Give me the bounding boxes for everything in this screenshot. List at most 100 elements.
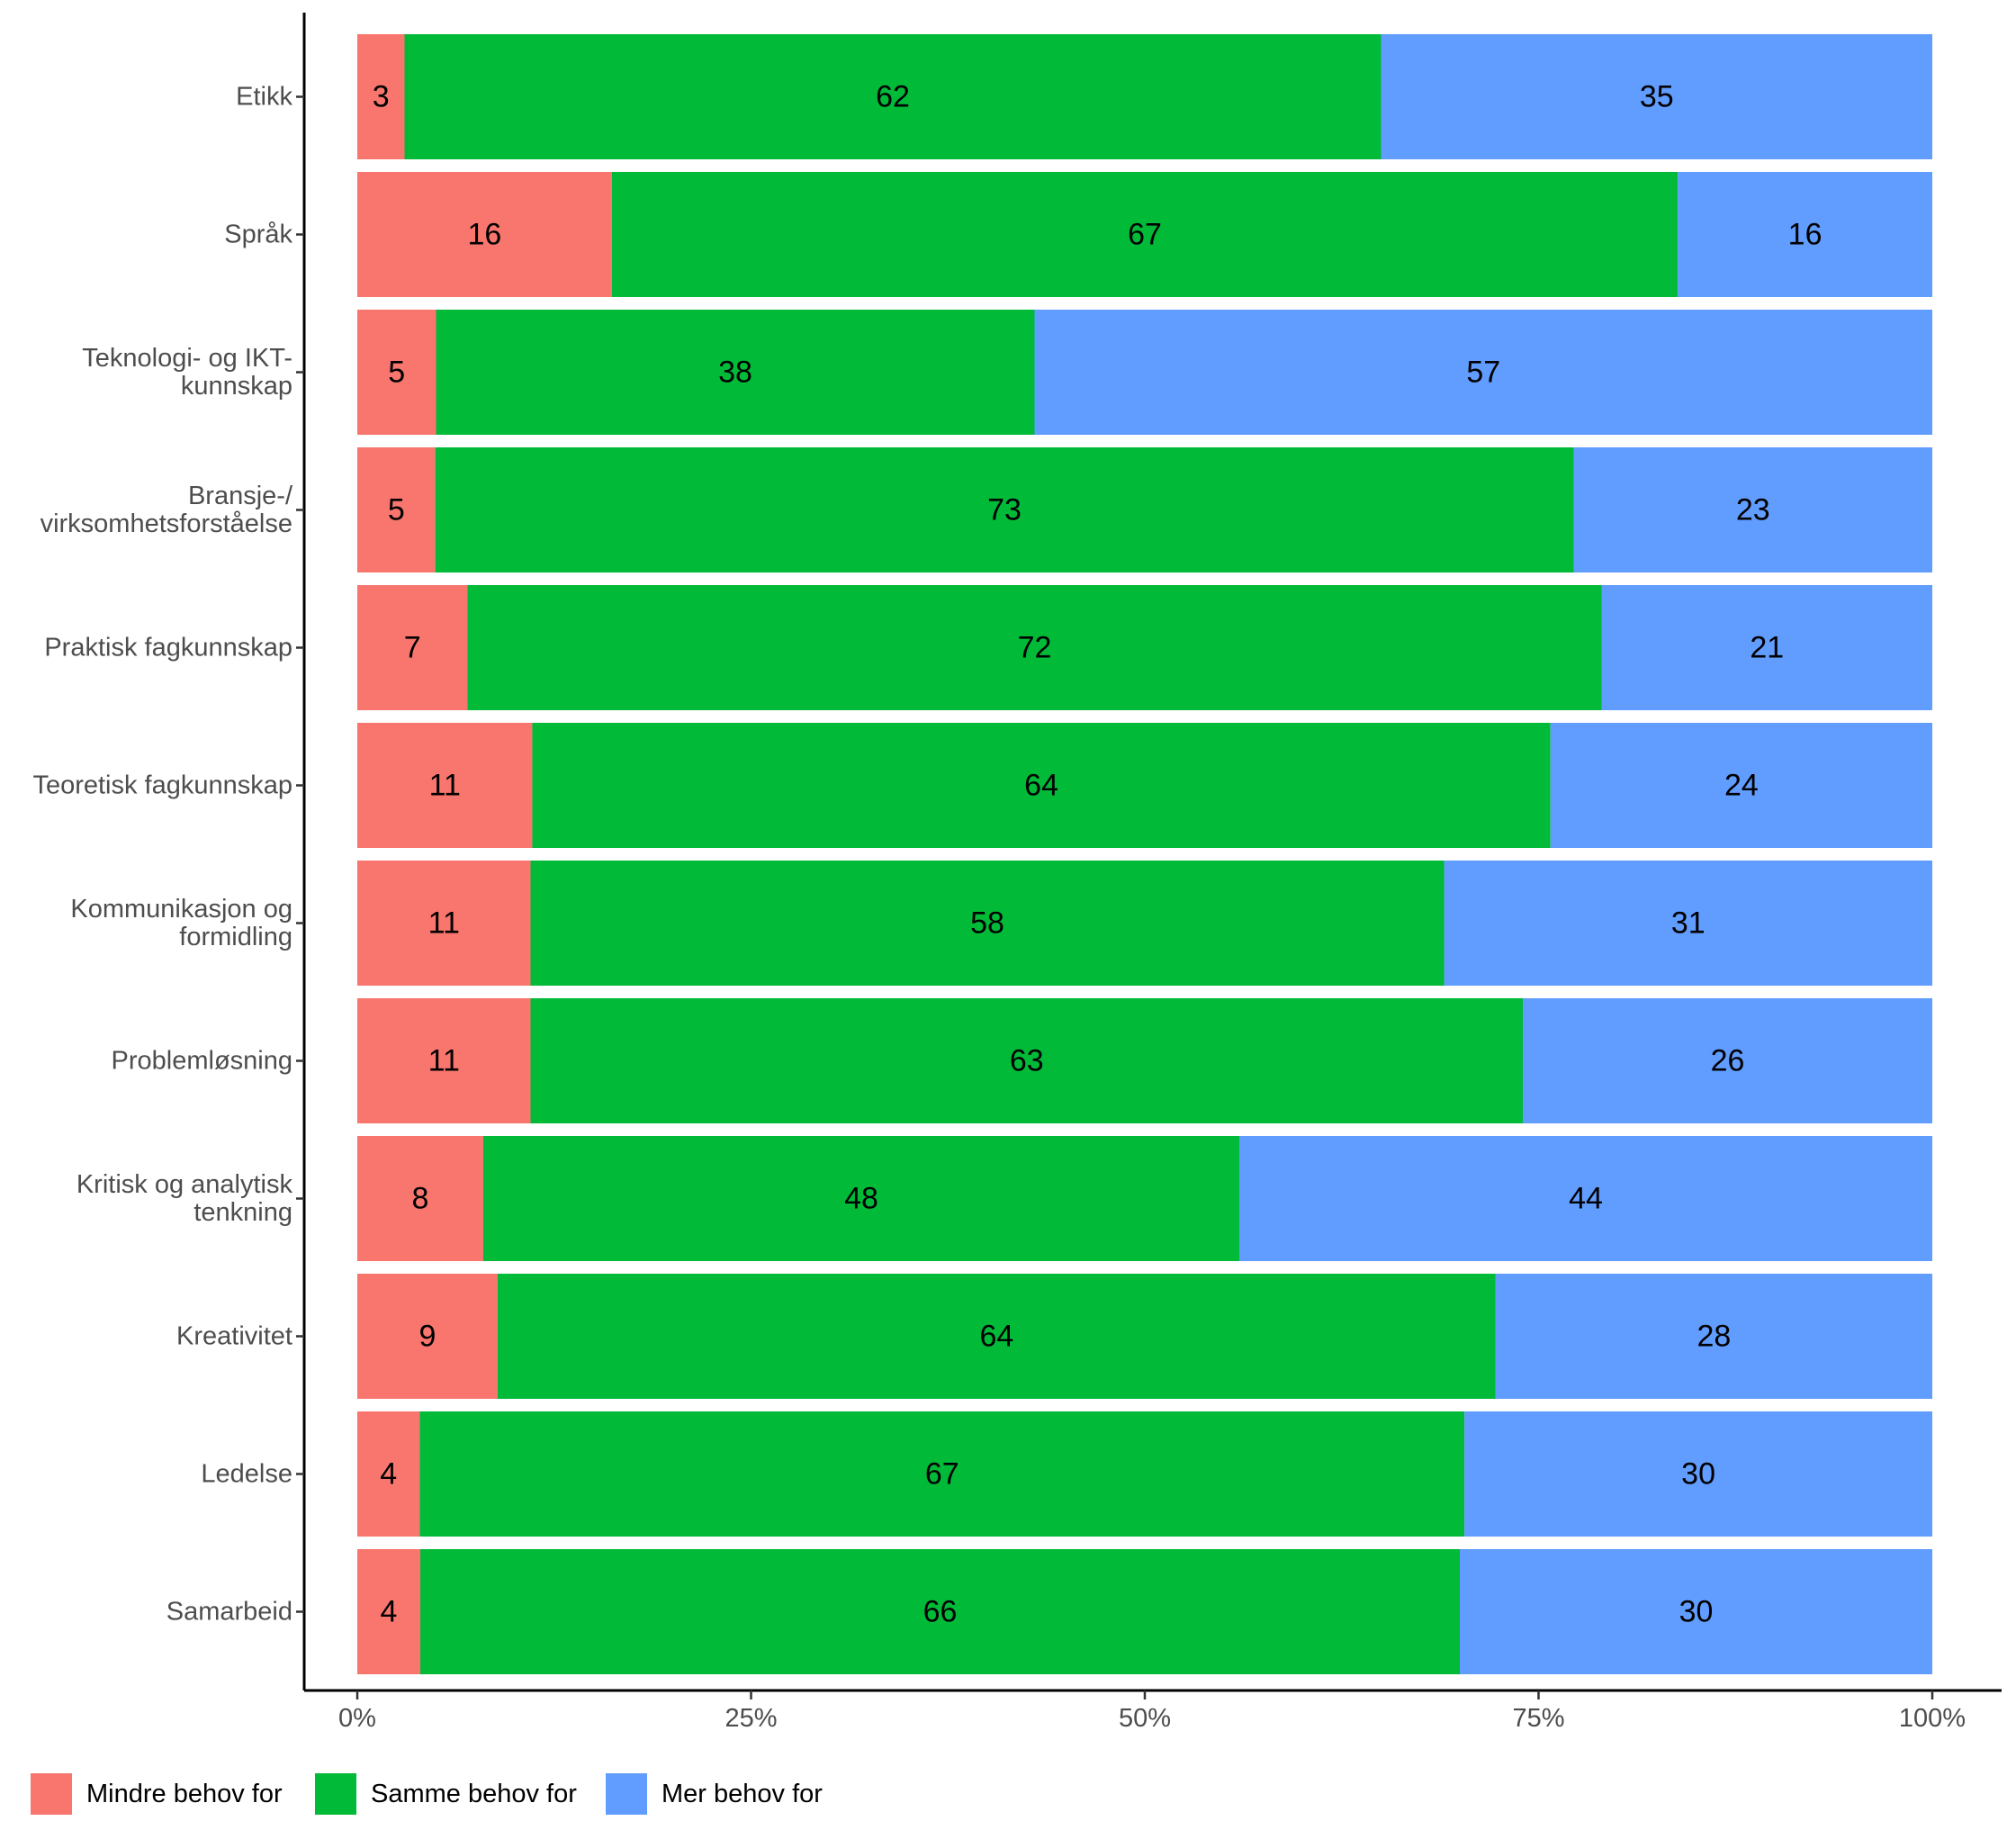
bar-segment-1-row-11 bbox=[357, 1411, 420, 1537]
data-label: 21 bbox=[1750, 631, 1784, 665]
category-label: Etikk bbox=[236, 83, 292, 112]
bar-segment-1-row-5 bbox=[357, 585, 468, 710]
segment-labels-layer: 3 62 35 16 67 16 5 38 57 5 73 23 7 72 21 11 64 24 11 58 31 11… bbox=[373, 80, 1822, 1629]
data-label: 7 bbox=[404, 631, 421, 665]
bar-segment-3-row-5 bbox=[1601, 585, 1932, 710]
bar-segment-1-row-9 bbox=[357, 1136, 483, 1261]
data-label: 35 bbox=[1640, 80, 1674, 114]
data-label: 67 bbox=[1128, 218, 1162, 252]
bar-segment-2-row-6 bbox=[532, 723, 1551, 848]
bar-segment-2-row-1 bbox=[404, 34, 1382, 159]
data-label: 5 bbox=[388, 356, 405, 390]
data-label: 64 bbox=[1024, 769, 1058, 803]
bar-segment-1-row-3 bbox=[357, 310, 436, 435]
data-label: 24 bbox=[1724, 769, 1759, 803]
bar-segment-3-row-8 bbox=[1523, 998, 1932, 1123]
bar-segment-1-row-12 bbox=[357, 1549, 420, 1674]
data-label: 11 bbox=[428, 906, 460, 941]
x-tick-label: 25% bbox=[724, 1704, 777, 1733]
bar-segment-3-row-2 bbox=[1678, 172, 1932, 297]
x-tick-label: 0% bbox=[338, 1704, 376, 1733]
data-label: 67 bbox=[925, 1457, 959, 1492]
category-label: Praktisk fagkunnskap bbox=[44, 634, 292, 663]
category-label: Kritisk og analytisk tenkning bbox=[76, 1170, 293, 1227]
bar-segment-1-row-6 bbox=[357, 723, 533, 848]
data-label: 4 bbox=[381, 1595, 398, 1629]
legend-swatch bbox=[606, 1773, 647, 1815]
bar-segment-1-row-2 bbox=[357, 172, 612, 297]
x-tick-label: 50% bbox=[1119, 1704, 1171, 1733]
bar-segment-3-row-10 bbox=[1495, 1274, 1932, 1399]
data-label: 16 bbox=[1788, 218, 1822, 252]
data-label: 30 bbox=[1679, 1595, 1714, 1629]
bars-layer bbox=[357, 34, 1932, 1674]
data-label: 63 bbox=[1010, 1044, 1044, 1078]
bar-segment-2-row-2 bbox=[611, 172, 1678, 297]
bar-segment-3-row-12 bbox=[1460, 1549, 1932, 1674]
data-label: 3 bbox=[373, 80, 390, 114]
x-tick-label: 75% bbox=[1512, 1704, 1564, 1733]
bar-segment-2-row-11 bbox=[419, 1411, 1465, 1537]
bar-segment-1-row-10 bbox=[357, 1274, 498, 1399]
bar-segment-2-row-5 bbox=[467, 585, 1602, 710]
bar-segment-1-row-7 bbox=[357, 861, 531, 986]
data-label: 44 bbox=[1569, 1182, 1603, 1216]
bar-segment-3-row-1 bbox=[1381, 34, 1932, 159]
data-label: 48 bbox=[844, 1182, 878, 1216]
bar-segment-3-row-11 bbox=[1464, 1411, 1932, 1537]
axes-layer bbox=[296, 13, 2002, 1692]
category-label: Bransje-/virksomhetsforståelse bbox=[40, 482, 293, 538]
bar-segment-3-row-4 bbox=[1573, 447, 1932, 572]
category-label: Problemløsning bbox=[112, 1047, 292, 1076]
x-tick-label: 100% bbox=[1899, 1704, 1966, 1733]
data-label: 28 bbox=[1697, 1320, 1732, 1354]
bar-segment-2-row-3 bbox=[436, 310, 1035, 435]
data-label: 9 bbox=[419, 1320, 436, 1354]
legend: Mindre behov for Samme behov for Mer behov… bbox=[31, 1773, 823, 1815]
bar-segment-3-row-6 bbox=[1550, 723, 1932, 848]
legend-swatch bbox=[315, 1773, 356, 1815]
bar-segment-2-row-12 bbox=[420, 1549, 1460, 1674]
data-label: 26 bbox=[1711, 1044, 1745, 1078]
data-label: 72 bbox=[1018, 631, 1052, 665]
data-label: 5 bbox=[388, 493, 405, 527]
bar-segment-1-row-8 bbox=[357, 998, 531, 1123]
category-label: Samarbeid bbox=[166, 1598, 292, 1627]
data-label: 38 bbox=[718, 356, 752, 390]
data-label: 31 bbox=[1671, 906, 1706, 941]
legend-label: Mindre behov for bbox=[86, 1780, 283, 1808]
x-ticks-layer: 0% 25% 50% 75% 100% bbox=[338, 1690, 1966, 1733]
category-label: Kreativitet bbox=[176, 1322, 292, 1351]
data-label: 11 bbox=[429, 769, 461, 803]
data-label: 66 bbox=[923, 1595, 958, 1629]
category-label: Kommunikasjon og formidling bbox=[70, 895, 292, 951]
bar-segment-3-row-3 bbox=[1034, 310, 1932, 435]
data-label: 62 bbox=[876, 80, 910, 114]
bar-segment-2-row-4 bbox=[435, 447, 1574, 572]
bar-segment-2-row-8 bbox=[530, 998, 1523, 1123]
data-label: 64 bbox=[979, 1320, 1013, 1354]
data-label: 73 bbox=[987, 493, 1022, 527]
bar-segment-3-row-9 bbox=[1239, 1136, 1932, 1261]
data-label: 4 bbox=[380, 1457, 397, 1492]
bar-segment-1-row-4 bbox=[357, 447, 436, 572]
category-label: Teknologi- og IKT-kunnskap bbox=[82, 344, 292, 401]
data-label: 23 bbox=[1736, 493, 1770, 527]
data-label: 16 bbox=[468, 218, 502, 252]
data-label: 11 bbox=[428, 1044, 460, 1078]
bar-segment-2-row-9 bbox=[483, 1136, 1239, 1261]
data-label: 30 bbox=[1681, 1457, 1715, 1492]
bar-segment-2-row-10 bbox=[497, 1274, 1496, 1399]
bar-segment-1-row-1 bbox=[357, 34, 405, 159]
data-label: 57 bbox=[1466, 356, 1500, 390]
category-label: Teoretisk fagkunnskap bbox=[32, 771, 292, 800]
bar-segment-2-row-7 bbox=[530, 861, 1444, 986]
category-label: Ledelse bbox=[201, 1460, 292, 1489]
bar-segment-3-row-7 bbox=[1444, 861, 1932, 986]
category-labels-layer: Etikk Språk Teknologi- og IKT-kunnskap Bran… bbox=[32, 83, 293, 1627]
data-label: 8 bbox=[412, 1182, 429, 1216]
legend-label: Mer behov for bbox=[662, 1780, 823, 1808]
data-label: 58 bbox=[970, 906, 1004, 941]
